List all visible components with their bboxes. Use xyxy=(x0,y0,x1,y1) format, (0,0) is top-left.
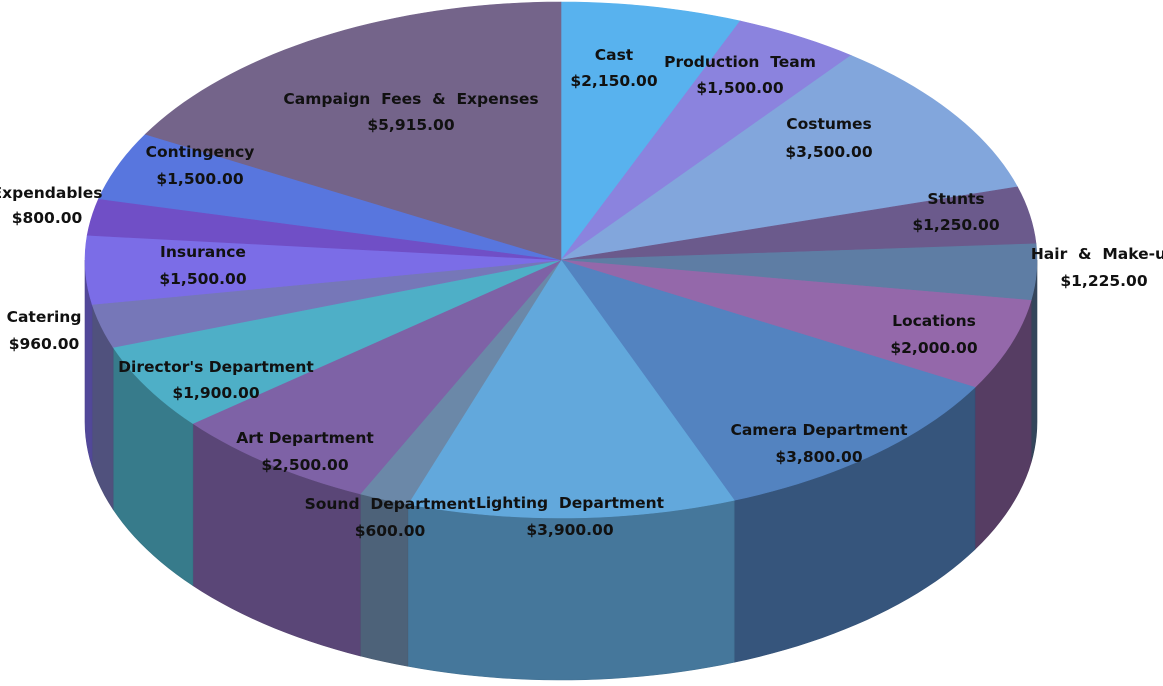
slice-label-lighting-department: Lighting Department xyxy=(476,494,665,512)
pie-slice-lighting-department[interactable] xyxy=(407,259,735,519)
pie-slice-insurance[interactable] xyxy=(84,234,562,305)
pie-slice-contingency[interactable] xyxy=(98,133,562,261)
pie-slice-art-department[interactable] xyxy=(192,259,562,495)
slice-label-locations: Locations xyxy=(892,312,976,330)
slice-value-lighting-department: $3,900.00 xyxy=(526,521,613,539)
pie-slice-director-s-department[interactable] xyxy=(112,259,562,424)
slice-value-contingency: $1,500.00 xyxy=(156,170,243,188)
pie-slice-hair-make-up[interactable] xyxy=(560,243,1038,301)
pie-slice-campaign-fees-expenses[interactable] xyxy=(144,1,562,261)
pie-slice-stunts[interactable] xyxy=(560,186,1037,261)
slice-value-sound-department: $600.00 xyxy=(355,522,426,540)
slice-label-expendables: Expendables xyxy=(0,184,102,202)
slice-value-locations: $2,000.00 xyxy=(890,339,977,357)
pie-slice-catering[interactable] xyxy=(91,259,562,348)
slice-label-director-s-department: Director's Department xyxy=(118,358,314,376)
slice-label-campaign-fees-expenses: Campaign Fees & Expenses xyxy=(283,90,538,108)
slice-value-art-department: $2,500.00 xyxy=(261,456,348,474)
pie-side-sound-department xyxy=(359,493,409,667)
slice-label-sound-department: Sound Department xyxy=(305,495,476,513)
slice-value-costumes: $3,500.00 xyxy=(785,143,872,161)
slice-value-production-team: $1,500.00 xyxy=(696,79,783,97)
slice-value-stunts: $1,250.00 xyxy=(912,216,999,234)
slice-label-camera-department: Camera Department xyxy=(730,421,908,439)
slice-value-cast: $2,150.00 xyxy=(570,72,657,90)
pie-side-walls xyxy=(84,259,1038,681)
pie-slice-cast[interactable] xyxy=(560,1,741,261)
slice-label-contingency: Contingency xyxy=(146,143,255,161)
slice-label-insurance: Insurance xyxy=(160,243,246,261)
slice-label-hair-make-up: Hair & Make-up xyxy=(1031,245,1163,263)
slice-label-art-department: Art Department xyxy=(236,429,374,447)
slice-label-costumes: Costumes xyxy=(786,115,872,133)
slice-value-camera-department: $3,800.00 xyxy=(775,448,862,466)
pie-slice-expendables[interactable] xyxy=(86,198,562,261)
slice-value-campaign-fees-expenses: $5,915.00 xyxy=(367,116,454,134)
slice-value-hair-make-up: $1,225.00 xyxy=(1060,272,1147,290)
slice-value-expendables: $800.00 xyxy=(12,209,83,227)
pie-slice-locations[interactable] xyxy=(560,259,1032,388)
pie-slice-production-team[interactable] xyxy=(560,20,852,261)
slice-label-cast: Cast xyxy=(595,46,634,64)
slice-value-catering: $960.00 xyxy=(9,335,80,353)
slice-label-catering: Catering xyxy=(7,308,82,326)
pie-slice-costumes[interactable] xyxy=(560,55,1018,261)
slice-label-stunts: Stunts xyxy=(927,190,984,208)
pie-top-faces xyxy=(84,1,1038,519)
slice-value-director-s-department: $1,900.00 xyxy=(172,384,259,402)
pie-slice-camera-department[interactable] xyxy=(560,259,976,501)
slice-label-production-team: Production Team xyxy=(664,53,816,71)
slice-value-insurance: $1,500.00 xyxy=(159,270,246,288)
